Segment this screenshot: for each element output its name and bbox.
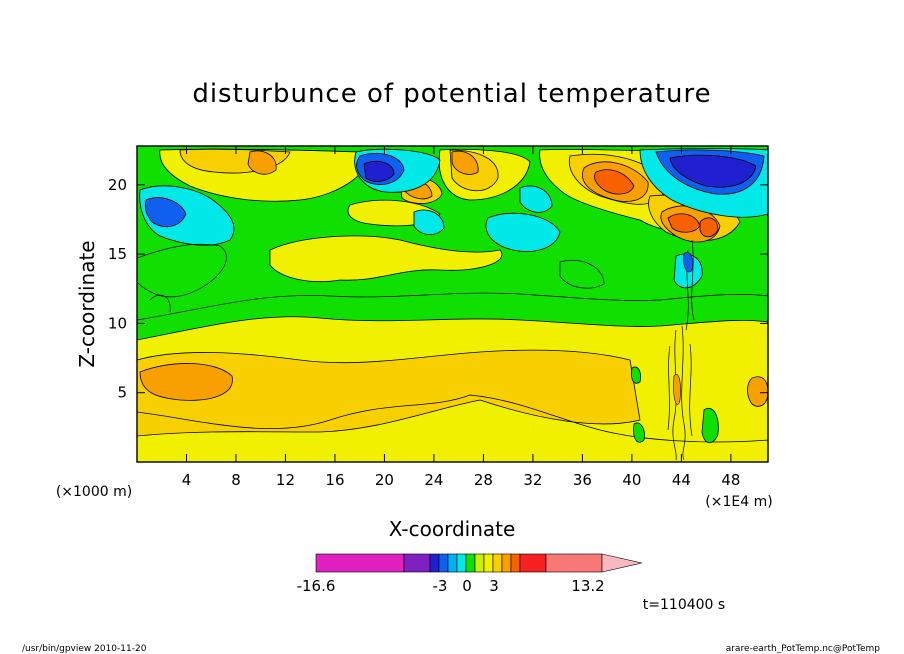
x-tick-label: 48 xyxy=(721,471,740,489)
cold-blue xyxy=(144,197,187,228)
footer-right: arare-earth_PotTemp.nc@PotTemp xyxy=(726,644,881,654)
colorbar-segment xyxy=(456,553,467,573)
colorbar-extend-arrow xyxy=(601,553,643,573)
y-tick-label: 10 xyxy=(108,314,127,332)
x-tick-label: 40 xyxy=(622,471,641,489)
y-tick-label: 15 xyxy=(108,245,127,263)
colorbar-segment xyxy=(438,553,449,573)
footer-left: /usr/bin/gpview 2010-11-20 xyxy=(22,644,147,654)
x-unit-left: (×1000 m) xyxy=(56,484,132,500)
x-tick-label: 28 xyxy=(474,471,493,489)
x-tick-label: 24 xyxy=(424,471,443,489)
y-tick-label: 5 xyxy=(117,384,127,402)
y-tick-label: 20 xyxy=(108,176,127,194)
orange-core-right xyxy=(747,376,768,407)
colorbar xyxy=(315,553,643,573)
colorbar-segment xyxy=(474,553,485,573)
colorbar-segment xyxy=(429,553,440,573)
y-axis-ticks: 5 10 15 20 xyxy=(108,176,768,402)
cold-deep xyxy=(669,154,757,188)
colorbar-segment xyxy=(465,553,476,573)
warm-core xyxy=(247,150,277,175)
colorbar-segment xyxy=(501,553,512,573)
turbulent-cold xyxy=(683,251,693,273)
green-island xyxy=(701,408,719,444)
turbulent-orange xyxy=(673,374,681,405)
x-tick-label: 32 xyxy=(523,471,542,489)
x-axis-ticks: 4 8 12 16 20 24 28 32 36 40 44 48 xyxy=(182,146,740,489)
colorbar-label: 0 xyxy=(462,577,472,595)
time-label: t=110400 s xyxy=(643,597,725,613)
x-axis-label: X-coordinate xyxy=(389,517,516,541)
x-tick-label: 36 xyxy=(573,471,592,489)
colorbar-segment xyxy=(403,553,431,573)
colorbar-min-label: -16.6 xyxy=(297,577,336,595)
colorbar-label: 3 xyxy=(489,577,499,595)
x-tick-label: 44 xyxy=(672,471,691,489)
green-island xyxy=(633,422,645,443)
x-tick-label: 4 xyxy=(182,471,192,489)
x-tick-label: 20 xyxy=(375,471,394,489)
warm-core xyxy=(699,217,719,238)
colorbar-segment xyxy=(483,553,494,573)
orange-core xyxy=(139,363,233,401)
warm-core xyxy=(594,169,635,195)
contour-field xyxy=(137,146,768,462)
colorbar-max-label: 13.2 xyxy=(571,577,604,595)
cold-cyan xyxy=(519,185,553,213)
y-axis-label: Z-coordinate xyxy=(75,240,99,367)
cold-deep xyxy=(363,160,395,182)
x-tick-label: 16 xyxy=(325,471,344,489)
plot-frame xyxy=(136,145,769,463)
green-island xyxy=(631,366,641,384)
yellow-bottom-line xyxy=(137,394,768,443)
chart-title: disturbunce of potential temperature xyxy=(192,79,711,109)
cold-cyan xyxy=(413,209,445,235)
colorbar-segment xyxy=(510,553,521,573)
x-tick-label: 8 xyxy=(231,471,241,489)
colorbar-segment xyxy=(519,553,547,573)
yellow-patch xyxy=(269,235,503,283)
colorbar-label: -3 xyxy=(433,577,448,595)
x-tick-label: 12 xyxy=(276,471,295,489)
cold-cyan xyxy=(485,212,561,252)
colorbar-segment xyxy=(545,553,603,573)
colorbar-segment xyxy=(447,553,458,573)
colorbar-segment xyxy=(492,553,503,573)
x-unit-right: (×1E4 m) xyxy=(705,494,772,510)
contour-lines xyxy=(137,243,768,321)
gold-band xyxy=(137,349,641,437)
colorbar-segment xyxy=(315,553,405,573)
warm-core xyxy=(451,150,479,175)
